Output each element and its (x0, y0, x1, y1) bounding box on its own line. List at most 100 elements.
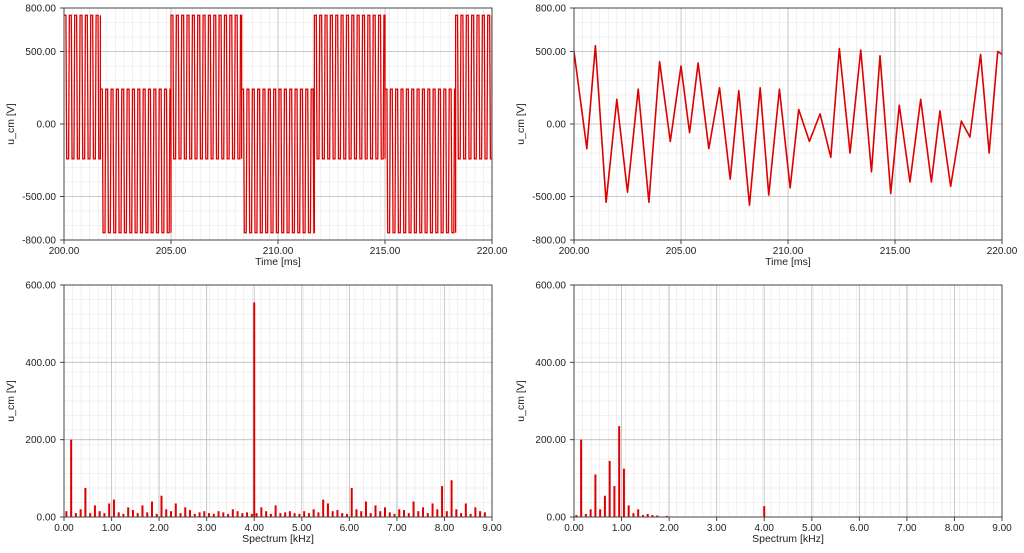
x-tick-label: 8.00 (435, 523, 455, 534)
spectrum-bar (79, 509, 82, 517)
y-tick-label: 500.00 (25, 47, 56, 58)
plot-frame (63, 284, 493, 518)
spectrum-bar (74, 513, 77, 517)
spectrum-left-series (65, 302, 486, 517)
y-tick-label: -500.00 (22, 192, 56, 203)
spectrum-bar (422, 507, 425, 517)
waveform-trace (574, 44, 1002, 206)
spectrum-bar (84, 488, 87, 517)
y-axis-label: u_cm [V] (5, 103, 17, 145)
spectrum-bar (398, 509, 401, 517)
spectrum-bar (379, 511, 382, 517)
plot-frame (573, 7, 1003, 241)
spectrum-bar (594, 474, 597, 517)
spectrum-bar (450, 480, 453, 517)
spectrum-bar (455, 509, 458, 517)
spectrum-bar (360, 511, 363, 517)
spectrum-bar (641, 515, 644, 517)
spectrum-bar (436, 509, 439, 517)
spectrum-bar (483, 512, 486, 517)
spectrum-bar (407, 513, 410, 517)
x-tick-label: 3.00 (707, 523, 727, 534)
spectrum-bar (580, 439, 583, 517)
spectrum-bar (312, 509, 315, 517)
y-tick-label: 600.00 (25, 281, 56, 292)
spectrum-right-chart: 0.00 1.00 2.00 3.00 4.00 5.00 6.00 7.00 8.00 9.00… (515, 281, 1012, 546)
spectrum-bar (131, 510, 134, 517)
pwm-trace (64, 14, 492, 234)
spectrum-bar (322, 499, 325, 517)
spectrum-bar (193, 513, 196, 517)
spectrum-bar (155, 513, 158, 517)
spectrum-bar (384, 507, 386, 517)
spectrum-bar (646, 513, 649, 517)
spectrum-left-chart: 0.00 1.00 2.00 3.00 4.00 5.00 6.00 7.00 8.00 9.00… (5, 281, 502, 546)
x-tick-label: 215.00 (370, 246, 401, 257)
spectrum-bar (236, 511, 239, 517)
y-tick-label: -800.00 (532, 236, 566, 247)
y-tick-label: 800.00 (535, 4, 566, 15)
spectrum-bar (170, 511, 172, 517)
time-left-chart: 200.00 205.00 210.00 215.00 220.00 800.00 500.… (5, 4, 508, 269)
y-tick-label: 200.00 (25, 435, 56, 446)
spectrum-bar (618, 426, 621, 517)
spectrum-bar (146, 512, 149, 517)
spectrum-bar (584, 513, 587, 517)
spectrum-bar (393, 513, 396, 517)
x-axis-label: Spectrum [kHz] (752, 533, 824, 545)
x-tick-label: 6.00 (340, 523, 360, 534)
plot-frame (573, 284, 1003, 518)
spectrum-bar (253, 302, 256, 517)
spectrum-bar (613, 486, 616, 517)
spectrum-bar (345, 513, 348, 517)
x-tick-label: 205.00 (156, 246, 187, 257)
spectrum-bar (217, 511, 220, 517)
x-tick-label: 9.00 (992, 523, 1012, 534)
spectrum-bar (317, 512, 320, 517)
x-tick-label: 200.00 (559, 246, 590, 257)
spectrum-bar (255, 513, 258, 517)
spectrum-bar (589, 509, 592, 517)
x-tick-label: 200.00 (49, 246, 80, 257)
spectrum-bar (89, 513, 92, 517)
spectrum-bar (241, 513, 244, 517)
x-axis-label: Time [ms] (255, 256, 301, 268)
x-tick-label: 0.00 (54, 523, 74, 534)
x-tick-label: 4.00 (754, 523, 774, 534)
x-tick-label: 7.00 (387, 523, 407, 534)
y-tick-label: 500.00 (535, 47, 566, 58)
spectrum-bar (656, 515, 659, 517)
spectrum-bar (198, 512, 201, 517)
spectrum-bar (174, 503, 177, 517)
spectrum-bar (288, 511, 291, 517)
spectrum-bar (246, 512, 249, 517)
time-right-series (574, 44, 1002, 206)
plot-frame (63, 7, 493, 241)
spectrum-bar (336, 510, 339, 517)
spectrum-bar (127, 507, 130, 517)
spectrum-bar (250, 513, 253, 517)
spectrum-bar (445, 511, 448, 517)
y-axis-label: u_cm [V] (5, 380, 17, 422)
spectrum-bar (417, 511, 420, 517)
spectrum-bar (293, 513, 296, 517)
x-tick-label: 1.00 (102, 523, 122, 534)
spectrum-bar (208, 513, 211, 517)
spectrum-bar (622, 468, 625, 517)
spectrum-bar (303, 511, 306, 517)
spectrum-bar (369, 513, 372, 517)
spectrum-bar (355, 509, 358, 517)
spectrum-bar (651, 515, 654, 517)
spectrum-bar (284, 512, 287, 517)
x-tick-label: 9.00 (482, 523, 502, 534)
x-tick-label: 1.00 (612, 523, 632, 534)
spectrum-bar (632, 513, 635, 517)
y-tick-label: 400.00 (25, 358, 56, 369)
y-tick-label: 400.00 (535, 358, 566, 369)
spectrum-bar (331, 511, 334, 517)
spectrum-bar (307, 513, 310, 517)
spectrum-bar (298, 513, 301, 517)
spectrum-bar (150, 501, 153, 517)
y-tick-label: 600.00 (535, 281, 566, 292)
